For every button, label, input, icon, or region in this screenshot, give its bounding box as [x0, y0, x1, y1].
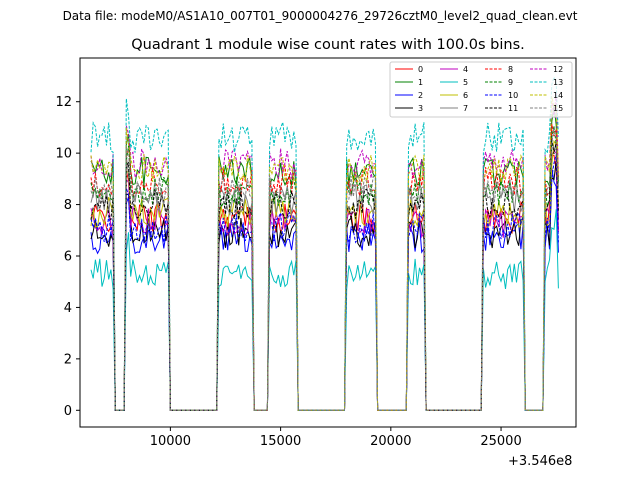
series-line-12 — [90, 92, 559, 411]
legend-label-6: 6 — [463, 91, 468, 100]
legend-label-5: 5 — [463, 78, 468, 87]
legend-label-9: 9 — [508, 78, 513, 87]
legend-label-13: 13 — [553, 78, 563, 87]
legend-label-2: 2 — [418, 91, 423, 100]
series-line-5 — [90, 209, 559, 411]
x-tick-label: 25000 — [480, 434, 521, 449]
y-tick-label: 6 — [64, 250, 72, 265]
legend-label-3: 3 — [418, 104, 423, 113]
x-tick-label: 20000 — [370, 434, 411, 449]
y-tick-label: 10 — [55, 147, 72, 162]
y-tick-label: 8 — [64, 198, 72, 213]
legend-label-7: 7 — [463, 104, 468, 113]
x-tick-label: 10000 — [150, 434, 191, 449]
chart-suptitle: Data file: modeM0/AS1A10_007T01_90000042… — [63, 9, 578, 23]
y-tick-label: 4 — [64, 301, 72, 316]
x-tick-label: 15000 — [260, 434, 301, 449]
legend-label-0: 0 — [418, 65, 423, 74]
legend-label-8: 8 — [508, 65, 513, 74]
series-line-11 — [90, 139, 559, 411]
legend-label-15: 15 — [553, 104, 563, 113]
chart-title: Quadrant 1 module wise count rates with … — [131, 37, 525, 53]
x-offset-label: +3.546e8 — [508, 454, 572, 469]
series-line-15 — [90, 127, 559, 411]
legend-label-14: 14 — [553, 91, 563, 100]
plot-frame — [79, 57, 577, 428]
legend-label-11: 11 — [508, 104, 518, 113]
series-line-2 — [90, 167, 559, 411]
series-line-1 — [90, 105, 559, 411]
axis-ticks: 10000 15000 20000 25000 0 2 4 6 8 10 12 — [55, 95, 521, 449]
series-layer — [90, 75, 559, 411]
legend-label-12: 12 — [553, 65, 563, 74]
legend-label-4: 4 — [463, 65, 468, 74]
series-line-13 — [90, 75, 559, 411]
legend-label-1: 1 — [418, 78, 423, 87]
legend-label-10: 10 — [508, 91, 518, 100]
y-tick-label: 12 — [55, 95, 72, 110]
y-tick-label: 2 — [64, 352, 72, 367]
series-line-14 — [90, 96, 559, 411]
y-tick-label: 0 — [64, 404, 72, 419]
legend-box — [389, 61, 573, 118]
